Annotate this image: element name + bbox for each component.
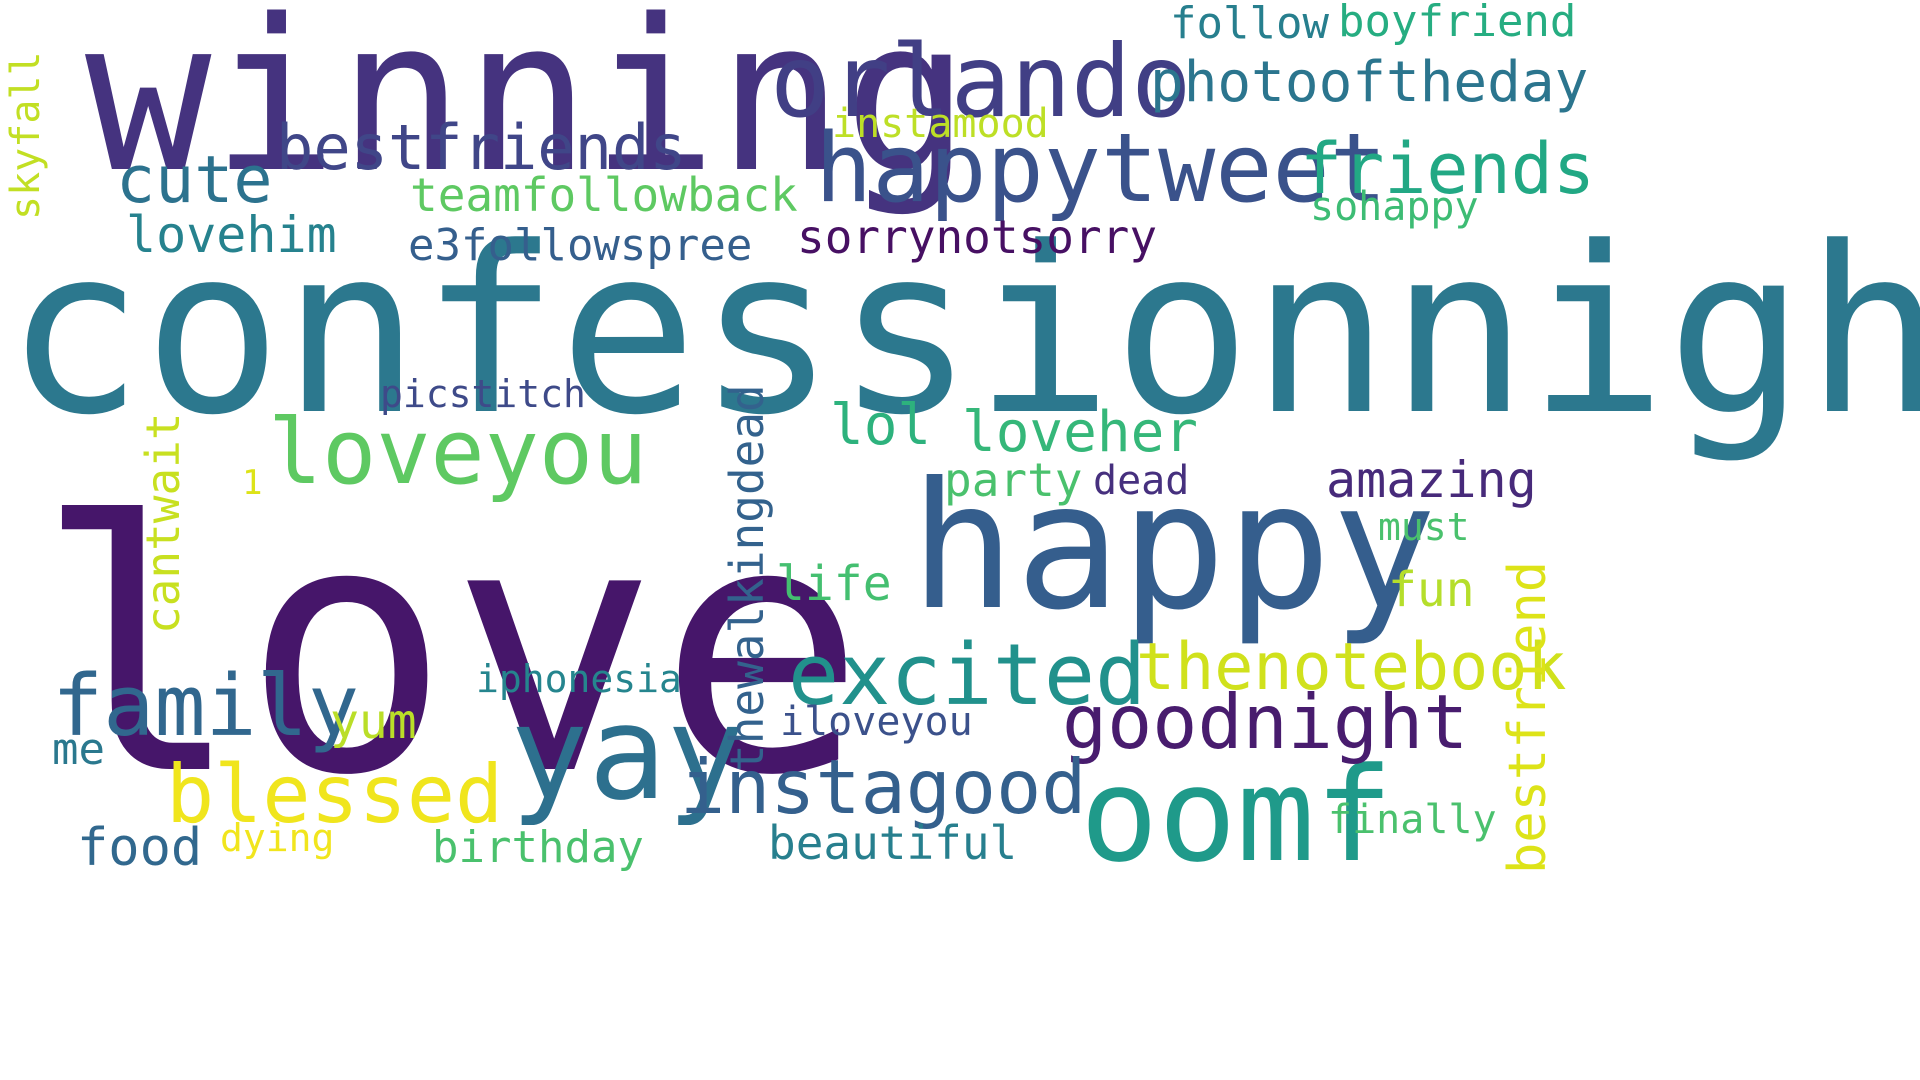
word-boyfriend: boyfriend <box>1338 0 1577 47</box>
word-thenotebook: thenotebook <box>1136 630 1567 705</box>
word-amazing: amazing <box>1326 451 1537 509</box>
word-family: family <box>52 657 360 756</box>
word-winning: winning <box>85 0 971 219</box>
word-sohappy: sohappy <box>1310 184 1479 230</box>
word-confessionnight: confessionnight <box>5 199 1920 466</box>
word-lovehim: lovehim <box>126 206 337 264</box>
word-photooftheday: photooftheday <box>1150 50 1589 115</box>
word-finally: finally <box>1328 797 1497 843</box>
word-instagood: instagood <box>680 743 1087 831</box>
word-instamood: instamood <box>832 101 1049 147</box>
word-bestfriend: bestfriend <box>1498 560 1558 874</box>
word-happy: happy <box>910 446 1437 649</box>
word-lol: lol <box>830 393 932 458</box>
word-teamfollowback: teamfollowback <box>410 168 798 222</box>
word-oomf: oomf <box>1080 739 1394 891</box>
word-love: love <box>35 450 866 851</box>
word-life: life <box>776 556 892 612</box>
word-orlando: orlando <box>770 23 1192 140</box>
word-food: food <box>77 818 203 878</box>
word-goodnight: goodnight <box>1062 678 1469 766</box>
word-excited: excited <box>788 626 1147 725</box>
word-fun: fun <box>1388 562 1475 618</box>
word-cantwait: cantwait <box>136 412 190 634</box>
word-friends: friends <box>1300 128 1596 210</box>
word-loveyou: loveyou <box>268 400 648 505</box>
word-must: must <box>1378 505 1470 549</box>
word-cute: cute <box>116 143 273 218</box>
word-blessed: blessed <box>166 748 504 841</box>
word-me: me <box>52 724 105 775</box>
word-bestfriends: bestfriends <box>276 111 687 184</box>
word-skyfall: skyfall <box>3 51 49 220</box>
word-thewalkingdead: thewalkingdead <box>720 384 774 772</box>
word-yum: yum <box>330 694 417 750</box>
word-dead: dead <box>1093 458 1190 504</box>
word-1: 1 <box>242 463 263 503</box>
word-picstitch: picstitch <box>380 372 586 416</box>
word-iloveyou: iloveyou <box>780 699 973 745</box>
word-dying: dying <box>220 816 335 860</box>
word-iphonesia: iphonesia <box>476 657 682 701</box>
word-happytweet: happytweet <box>815 114 1387 224</box>
word-party: party <box>944 453 1083 507</box>
word-yay: yay <box>510 677 745 829</box>
word-follow: follow <box>1170 0 1329 49</box>
word-e3followspree: e3followspree <box>408 220 753 271</box>
word-loveher: loveher <box>962 400 1199 465</box>
word-sorrynotsorry: sorrynotsorry <box>797 210 1158 264</box>
word-birthday: birthday <box>432 822 644 873</box>
word-beautiful: beautiful <box>768 816 1018 870</box>
